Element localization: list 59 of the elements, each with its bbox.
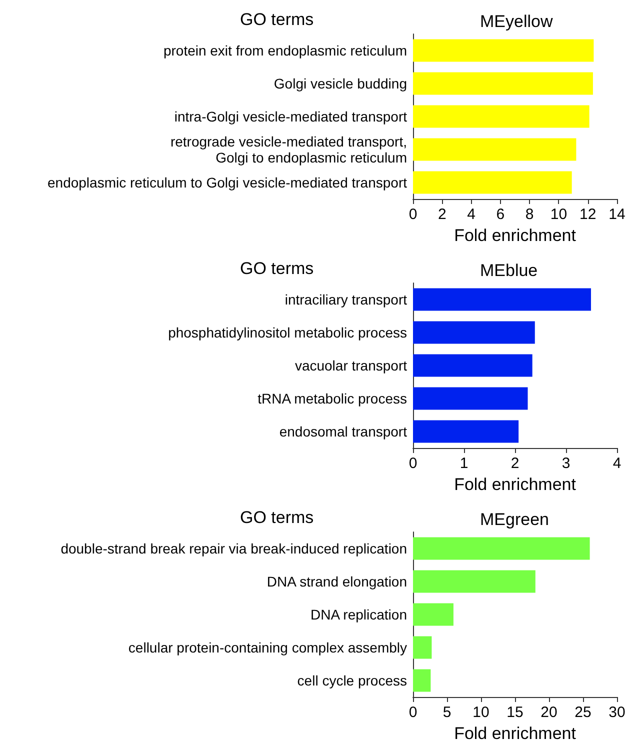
x-tick-label: 30 <box>608 704 626 721</box>
bar <box>413 570 536 593</box>
x-axis-title: Fold enrichment <box>454 226 576 245</box>
x-tick-label: 3 <box>562 455 570 472</box>
x-axis-title: Fold enrichment <box>454 724 576 743</box>
bar <box>413 603 454 626</box>
y-tick-label: cellular protein-containing complex assembly <box>128 640 407 656</box>
x-tick-label: 8 <box>525 206 534 223</box>
y-axis-title: GO terms <box>240 10 314 29</box>
x-tick-label: 15 <box>506 704 524 721</box>
x-tick-label: 2 <box>438 206 446 223</box>
y-tick-label: intra-Golgi vesicle-mediated transport <box>174 108 408 124</box>
y-tick-label: endoplasmic reticulum to Golgi vesicle-mediated transport <box>48 174 408 190</box>
y-tick-label: cell cycle process <box>297 672 407 688</box>
x-tick-label: 2 <box>510 455 520 472</box>
bar <box>413 171 572 194</box>
bar <box>413 321 535 344</box>
y-tick-label: DNA replication <box>310 606 407 622</box>
y-tick-label: vacuolar transport <box>294 358 408 374</box>
y-tick-label: double-strand break repair via break-induced replication <box>60 540 407 556</box>
x-tick-label: 0 <box>408 704 418 721</box>
bar <box>413 72 593 95</box>
x-tick-label: 25 <box>574 704 592 721</box>
y-axis-title: GO terms <box>240 508 314 527</box>
y-tick-label: tRNA metabolic process <box>258 390 407 406</box>
bar <box>413 387 528 410</box>
x-tick-label: 6 <box>496 206 505 223</box>
x-tick-label: 5 <box>442 704 452 721</box>
y-tick-label: Golgi vesicle budding <box>274 76 407 92</box>
x-tick-label: 10 <box>550 206 568 223</box>
y-tick-label: phosphatidylinositol metabolic process <box>168 324 407 340</box>
x-tick-label: 20 <box>540 704 558 721</box>
chart-title: MEgreen <box>480 510 549 529</box>
x-tick-label: 10 <box>472 704 490 721</box>
bar <box>413 669 431 692</box>
x-tick-label: 14 <box>608 206 626 223</box>
chart-title: MEblue <box>480 261 538 280</box>
x-tick-label: 4 <box>467 206 476 223</box>
bar <box>413 288 591 311</box>
x-tick-label: 0 <box>408 455 418 472</box>
bar <box>413 354 532 377</box>
bar <box>413 105 590 128</box>
x-tick-label: 12 <box>580 206 596 223</box>
bar <box>413 138 576 161</box>
bar <box>413 636 432 659</box>
x-tick-label: 0 <box>408 206 418 223</box>
x-tick-label: 4 <box>612 455 622 472</box>
y-tick-label: retrograde vesicle-mediated transport, Golgi to endoplasmic reticulum <box>170 134 407 166</box>
x-axis-title: Fold enrichment <box>454 475 576 494</box>
y-tick-label: protein exit from endoplasmic reticulum <box>163 42 407 58</box>
bar <box>413 39 594 62</box>
y-axis-title: GO terms <box>240 259 314 278</box>
chart-title: MEyellow <box>480 12 554 31</box>
bar <box>413 537 590 560</box>
bar <box>413 420 519 443</box>
y-tick-label: endosomal transport <box>279 424 408 440</box>
x-tick-label: 1 <box>460 455 468 472</box>
y-tick-label: intraciliary transport <box>284 292 408 308</box>
y-tick-label: DNA strand elongation <box>266 574 407 590</box>
